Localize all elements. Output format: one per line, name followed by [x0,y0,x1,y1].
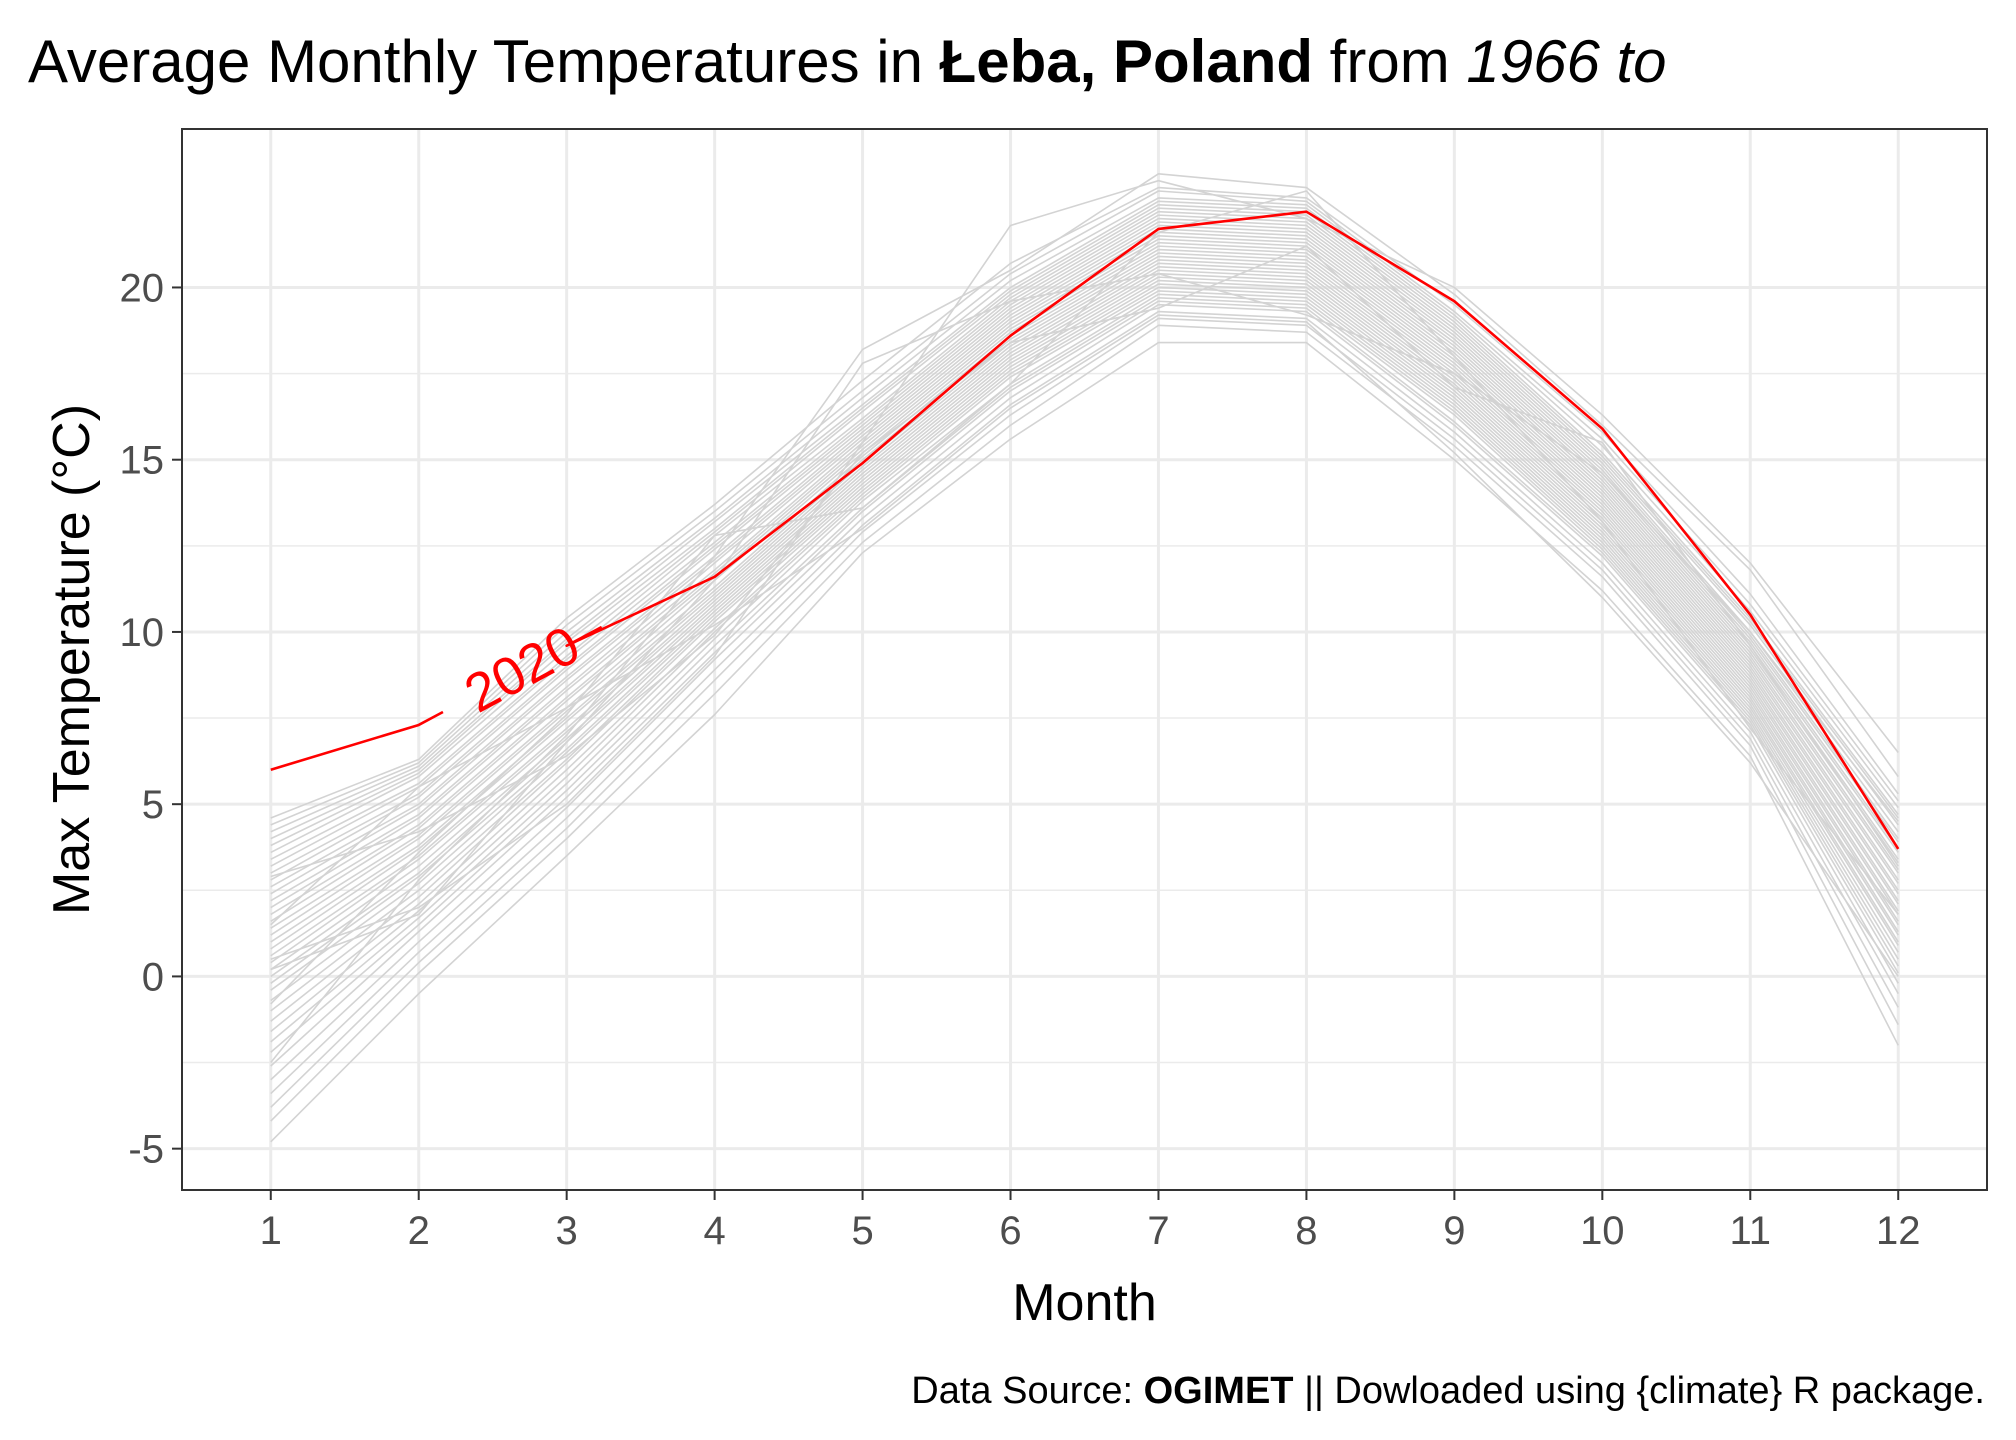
background-series-line [270,300,1899,1067]
x-tick-label: 2 [408,1209,430,1253]
x-axis-title: Month [1012,1274,1157,1332]
y-axis-title: Max Temperature (°C) [43,404,101,915]
x-tick-label: 4 [703,1209,725,1253]
title-prefix: Average Monthly Temperatures in [28,28,940,95]
x-tick-label: 1 [260,1209,282,1253]
x-tick-label: 8 [1295,1209,1317,1253]
background-series-line [270,172,1899,1064]
chart-caption: Data Source: OGIMET || Dowloaded using {… [911,1370,1985,1412]
background-series-line [270,207,1899,854]
background-series-line [270,255,1899,950]
background-series-line [270,293,1899,1043]
background-series-line [270,248,1899,936]
y-tick-label: 5 [142,783,164,827]
background-series-line [270,203,1899,847]
background-series-line [270,221,1899,881]
y-tick-label: 20 [120,266,165,310]
background-series-line [270,290,1899,1033]
title-period: 1966 to [1466,28,1666,95]
background-series-line [270,303,1899,1081]
y-tick-label: 15 [120,439,165,483]
background-series-line [270,190,1899,1005]
background-series-line [270,241,1899,922]
major-gridlines [182,129,1987,1190]
x-tick-label: 11 [1730,1209,1772,1253]
background-series-line [270,197,1899,833]
background-series-line [270,341,1899,1143]
background-series-line [270,179,1899,960]
background-series-line [270,279,1899,1002]
plot-panel: 2020 [181,128,1988,1191]
background-series-line [270,286,1899,1022]
background-series-line [270,324,1899,1122]
background-series-line [270,214,1899,867]
title-place: Łeba, Poland [940,28,1313,95]
background-series-line [270,231,1899,902]
y-axis: -5 0 5 10 15 20 [120,266,182,1172]
background-series-line [270,200,1899,840]
background-series-line [270,317,1899,1108]
background-series-line [270,217,1899,874]
highlight-series-line [565,210,1900,850]
x-tick-label: 6 [999,1209,1021,1253]
background-series-line [270,262,1899,964]
x-tick-label: 5 [851,1209,873,1253]
caption-suffix: || Dowloaded using {climate} R package. [1294,1370,1985,1412]
x-axis: 1 2 3 4 5 6 7 8 9 10 11 12 [260,1190,1921,1253]
background-series-line [270,314,1899,977]
background-series-line [270,224,1899,888]
caption-prefix: Data Source: [911,1370,1143,1412]
x-tick-label: 7 [1147,1209,1169,1253]
y-tick-label: -5 [128,1128,164,1172]
caption-source: OGIMET [1144,1370,1294,1412]
x-tick-label: 3 [556,1209,578,1253]
background-series-line [270,228,1899,895]
background-series-line [270,245,1899,878]
background-series-line [270,245,1899,929]
x-tick-label: 12 [1876,1209,1921,1253]
title-middle: from [1313,28,1466,95]
background-series-line [270,269,1899,978]
y-tick-label: 0 [142,955,164,999]
background-series-line [270,272,1899,971]
highlight-series-line [270,710,444,771]
background-series-line [270,190,1899,826]
y-tick-label: 10 [120,611,165,655]
chart-title: Average Monthly Temperatures in Łeba, Po… [28,28,1667,95]
x-tick-label: 9 [1443,1209,1465,1253]
x-tick-label: 10 [1580,1209,1625,1253]
panel-border [181,128,1988,1191]
background-series-line [270,252,1899,943]
background-series-line [270,296,1899,1053]
background-series-line [270,283,1899,1012]
background-series-line [270,259,1899,957]
background-series-lines [270,172,1899,1143]
background-series-line [270,234,1899,909]
background-series-line [270,310,1899,1095]
background-series-line [270,210,1899,861]
